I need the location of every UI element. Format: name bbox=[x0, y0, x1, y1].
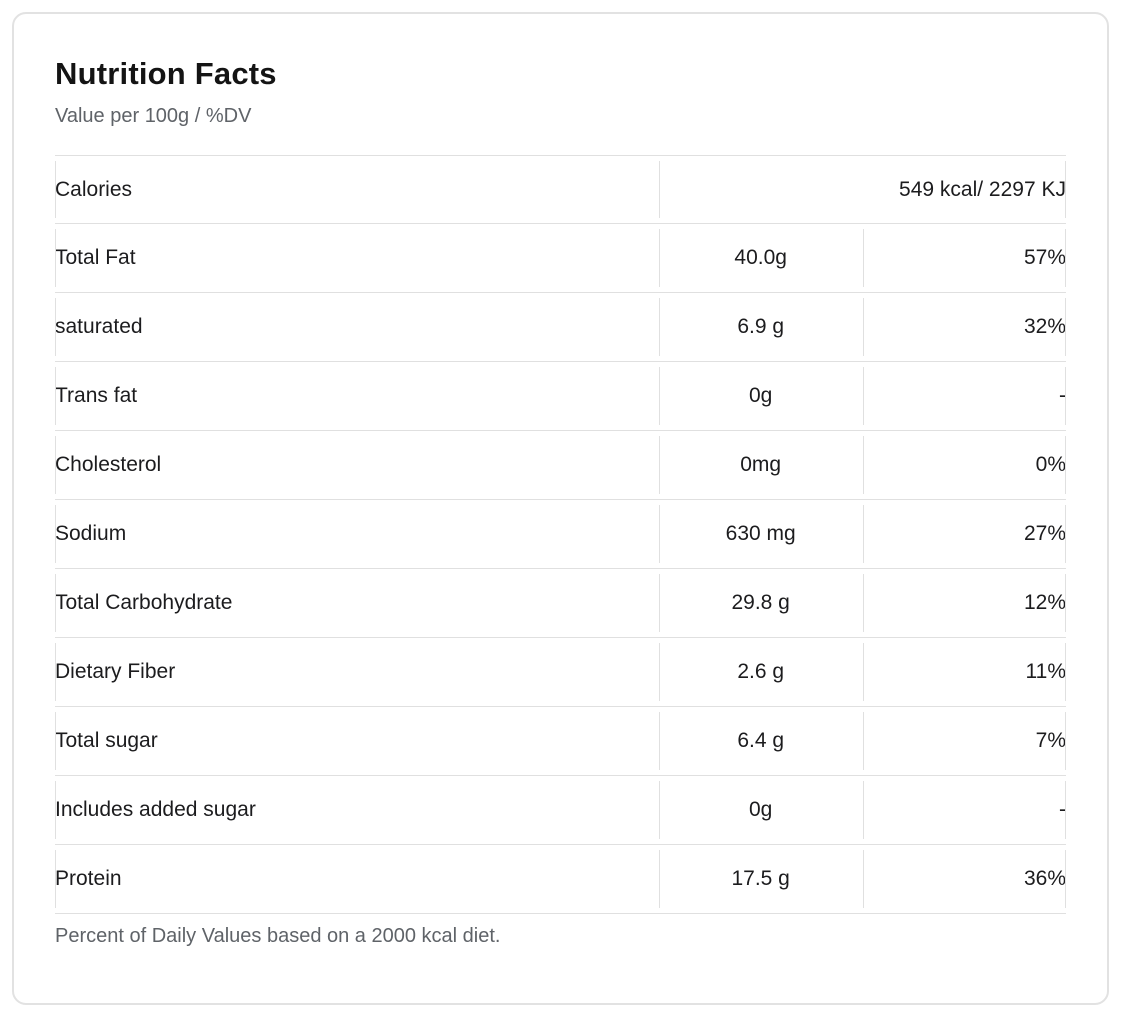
nutrient-label: Total Carbohydrate bbox=[55, 569, 659, 638]
nutrient-dv: - bbox=[862, 776, 1067, 845]
nutrient-label: Trans fat bbox=[55, 362, 659, 431]
serving-subtitle: Value per 100g / %DV bbox=[55, 105, 252, 127]
page-title: Nutrition Facts bbox=[55, 56, 277, 91]
calories-value: 549 kcal/ 2297 KJ bbox=[658, 155, 1067, 224]
table-row: Cholesterol 0mg 0% bbox=[55, 431, 1067, 500]
table-row: saturated 6.9 g 32% bbox=[55, 293, 1067, 362]
nutrient-label: Sodium bbox=[55, 500, 659, 569]
nutrient-dv: 32% bbox=[862, 293, 1067, 362]
nutrient-label: Cholesterol bbox=[55, 431, 659, 500]
nutrient-amount: 0g bbox=[658, 776, 863, 845]
table-row: Protein 17.5 g 36% bbox=[55, 845, 1067, 914]
nutrient-amount: 0g bbox=[658, 362, 863, 431]
nutrient-amount: 40.0g bbox=[658, 224, 863, 293]
nutrient-amount: 2.6 g bbox=[658, 638, 863, 707]
nutrient-amount: 630 mg bbox=[658, 500, 863, 569]
nutrient-amount: 0mg bbox=[658, 431, 863, 500]
nutrient-dv: 57% bbox=[862, 224, 1067, 293]
nutrient-label: Total sugar bbox=[55, 707, 659, 776]
nutrient-label: Dietary Fiber bbox=[55, 638, 659, 707]
table-row: Trans fat 0g - bbox=[55, 362, 1067, 431]
table-row: Total sugar 6.4 g 7% bbox=[55, 707, 1067, 776]
table-row: Sodium 630 mg 27% bbox=[55, 500, 1067, 569]
table-row-calories: Calories 549 kcal/ 2297 KJ bbox=[55, 155, 1067, 224]
nutrient-dv: 36% bbox=[862, 845, 1067, 914]
nutrient-label: Includes added sugar bbox=[55, 776, 659, 845]
nutrient-dv: 12% bbox=[862, 569, 1067, 638]
nutrient-label: Total Fat bbox=[55, 224, 659, 293]
nutrition-table: Calories 549 kcal/ 2297 KJ Total Fat 40.… bbox=[55, 155, 1067, 914]
nutrient-dv: 11% bbox=[862, 638, 1067, 707]
nutrient-label: Protein bbox=[55, 845, 659, 914]
nutrient-label: saturated bbox=[55, 293, 659, 362]
nutrition-facts-card: Nutrition Facts Value per 100g / %DV Cal… bbox=[12, 12, 1109, 1005]
table-row: Dietary Fiber 2.6 g 11% bbox=[55, 638, 1067, 707]
table-row: Total Carbohydrate 29.8 g 12% bbox=[55, 569, 1067, 638]
nutrient-dv: 7% bbox=[862, 707, 1067, 776]
nutrient-dv: 27% bbox=[862, 500, 1067, 569]
nutrient-dv: - bbox=[862, 362, 1067, 431]
nutrient-amount: 17.5 g bbox=[658, 845, 863, 914]
table-row: Includes added sugar 0g - bbox=[55, 776, 1067, 845]
nutrient-amount: 6.9 g bbox=[658, 293, 863, 362]
daily-values-footnote: Percent of Daily Values based on a 2000 … bbox=[55, 925, 501, 947]
nutrient-amount: 6.4 g bbox=[658, 707, 863, 776]
nutrient-dv: 0% bbox=[862, 431, 1067, 500]
table-row: Total Fat 40.0g 57% bbox=[55, 224, 1067, 293]
nutrient-amount: 29.8 g bbox=[658, 569, 863, 638]
nutrient-label: Calories bbox=[55, 155, 659, 224]
